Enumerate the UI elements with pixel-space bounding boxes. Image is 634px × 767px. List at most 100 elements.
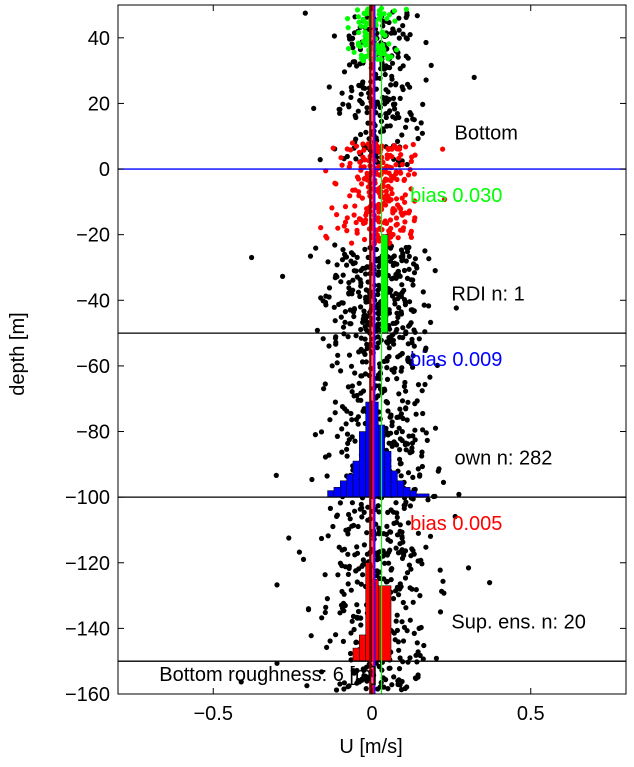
scatter-point — [398, 152, 404, 158]
annotation: RDI n: 1 — [451, 283, 524, 305]
scatter-point — [355, 14, 361, 20]
scatter-point — [432, 268, 438, 274]
scatter-point — [354, 614, 360, 621]
scatter-point — [333, 339, 339, 345]
scatter-point — [351, 313, 357, 320]
scatter-point — [352, 112, 358, 119]
scatter-point — [412, 152, 418, 158]
scatter-point — [238, 679, 244, 685]
scatter-point — [405, 470, 412, 476]
scatter-point — [414, 640, 420, 646]
scatter-point — [388, 245, 394, 251]
scatter-point — [413, 587, 419, 593]
scatter-point — [340, 324, 347, 330]
scatter-point — [353, 416, 359, 423]
scatter-point — [362, 85, 368, 91]
scatter-point — [390, 596, 397, 602]
scatter-point — [386, 12, 393, 18]
scatter-point — [343, 254, 349, 260]
horizontal-lines — [118, 168, 626, 662]
scatter-point — [403, 144, 409, 150]
scatter-point — [313, 245, 319, 251]
scatter-point — [327, 638, 333, 644]
scatter-point — [384, 365, 390, 371]
scatter-point — [404, 161, 410, 168]
scatter-point — [420, 410, 426, 417]
scatter-point — [376, 219, 382, 225]
scatter-point — [332, 410, 338, 416]
scatter-point — [334, 433, 340, 439]
scatter-point — [415, 135, 421, 142]
scatter-point — [382, 560, 388, 566]
scatter-point — [364, 206, 370, 212]
scatter-point — [413, 675, 419, 682]
scatter-point — [406, 433, 412, 439]
scatter-point — [359, 514, 365, 520]
scatter-point — [320, 336, 326, 342]
scatter-point — [360, 557, 366, 563]
scatter-point — [396, 305, 402, 311]
scatter-point — [331, 33, 337, 39]
scatter-point — [362, 265, 368, 271]
scatter-point — [432, 493, 438, 499]
scatter-point — [322, 381, 328, 387]
scatter-point — [361, 542, 367, 548]
scatter-point — [351, 212, 357, 218]
scatter-point — [402, 219, 408, 225]
scatter-point — [344, 446, 350, 452]
scatter-point — [381, 63, 387, 69]
histogram-bar — [390, 470, 398, 498]
scatter-point — [351, 393, 357, 399]
scatter-point — [374, 232, 380, 238]
annotation: bias 0.009 — [410, 349, 502, 371]
scatter-point — [357, 83, 363, 89]
scatter-point — [440, 578, 446, 584]
scatter-point — [401, 177, 407, 183]
scatter-point — [358, 581, 364, 587]
scatter-point — [302, 10, 308, 16]
scatter-point — [346, 511, 352, 518]
scatter-point — [401, 383, 407, 389]
scatter-point — [375, 340, 381, 346]
y-tick-label: −160 — [65, 684, 110, 706]
scatter-point — [374, 99, 380, 105]
scatter-point — [382, 71, 388, 78]
scatter-point — [342, 319, 348, 325]
scatter-point — [326, 84, 332, 90]
scatter-point — [389, 76, 395, 82]
scatter-point — [359, 505, 365, 511]
scatter-point — [354, 7, 361, 13]
scatter-point — [318, 295, 324, 301]
scatter-point — [337, 610, 343, 616]
scatter-point — [416, 625, 422, 632]
scatter-point — [359, 359, 366, 365]
scatter-point — [375, 503, 381, 509]
scatter-point — [388, 577, 394, 583]
scatter-point — [376, 16, 382, 22]
scatter-point — [342, 309, 348, 315]
scatter-point — [363, 686, 369, 692]
scatter-point — [420, 656, 426, 662]
scatter-point — [397, 273, 403, 279]
scatter-point — [353, 639, 359, 646]
scatter-point — [404, 249, 411, 255]
scatter-point — [391, 8, 397, 14]
scatter-point — [402, 199, 408, 205]
scatter-point — [402, 685, 408, 692]
scatter-point — [390, 95, 397, 101]
scatter-point — [341, 680, 347, 686]
scatter-point — [407, 299, 413, 305]
scatter-point — [400, 227, 406, 233]
scatter-point — [397, 586, 403, 592]
scatter-point — [384, 123, 390, 129]
scatter-point — [402, 379, 408, 386]
scatter-point — [386, 41, 392, 47]
scatter-point — [357, 293, 363, 300]
scatter-point — [338, 368, 344, 374]
scatter-point — [304, 683, 310, 689]
scatter-point — [403, 6, 409, 12]
scatter-point — [419, 388, 425, 394]
scatter-point — [397, 655, 403, 661]
scatter-point — [465, 565, 472, 571]
annotation: Bottom roughness: 6 [m] — [159, 664, 377, 686]
